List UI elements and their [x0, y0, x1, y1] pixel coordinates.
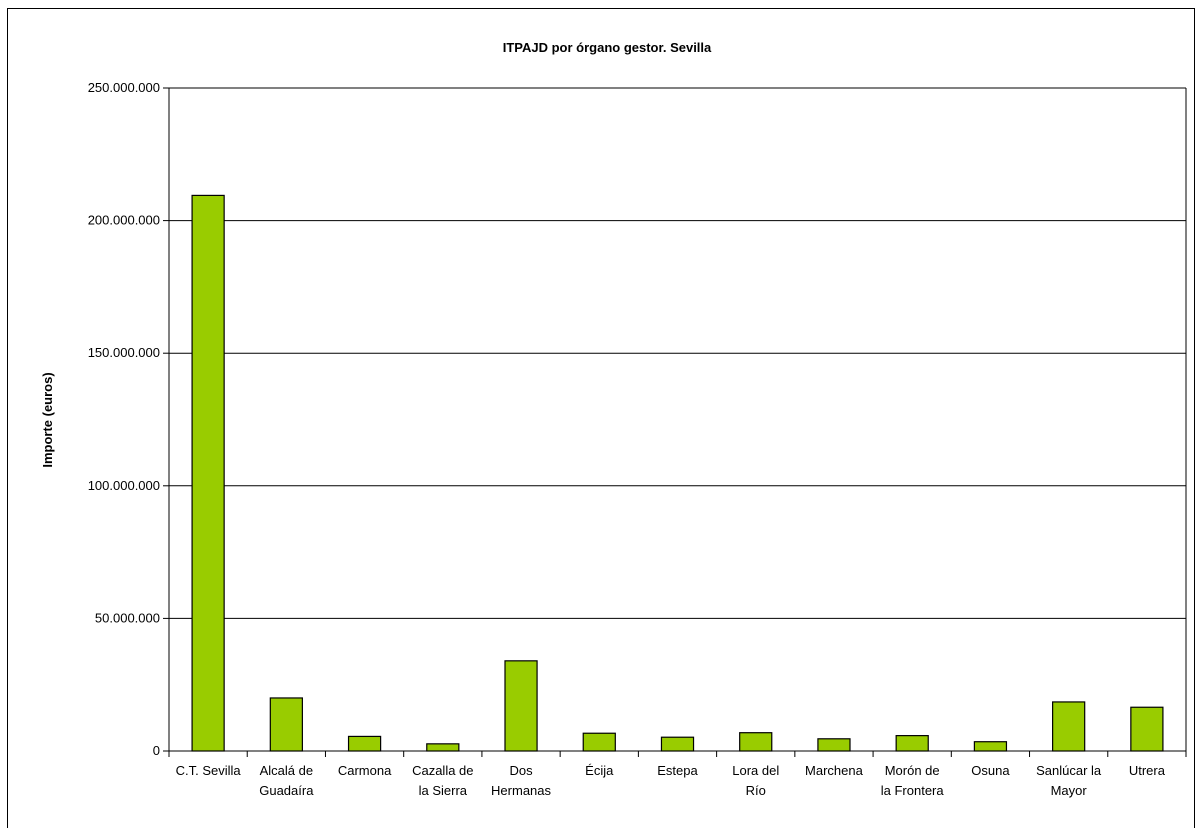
x-category-label-line: C.T. Sevilla — [176, 763, 242, 778]
bar — [504, 660, 538, 752]
bar — [739, 732, 773, 752]
x-category-label-line: Cazalla de — [412, 763, 473, 778]
bar — [191, 194, 225, 752]
bar — [347, 735, 382, 752]
x-category-label: Utrera — [1129, 763, 1166, 778]
bar — [269, 697, 303, 752]
x-category-label-line: Estepa — [657, 763, 698, 778]
chart-title: ITPAJD por órgano gestor. Sevilla — [503, 40, 712, 55]
bar — [660, 736, 695, 752]
x-category-label: Morón de la Frontera — [881, 763, 945, 798]
x-category-label: Écija — [585, 763, 614, 778]
x-category-label-line: Carmona — [338, 763, 392, 778]
x-category-label-line: la Frontera — [881, 783, 945, 798]
y-tick-label: 50.000.000 — [95, 610, 160, 625]
x-category-label: C.T. Sevilla — [176, 763, 242, 778]
x-category-label-line: Hermanas — [491, 783, 551, 798]
x-category-label-line: Guadaíra — [259, 783, 314, 798]
y-tick-labels: 0 50.000.000 100.000.000 150.000.000 200.000… — [88, 80, 160, 758]
x-category-label-line: Río — [746, 783, 766, 798]
x-category-label: Estepa — [657, 763, 698, 778]
bar — [817, 738, 851, 752]
y-tick-label: 0 — [153, 743, 160, 758]
bars — [191, 194, 1164, 752]
x-category-label-line: Morón de — [885, 763, 940, 778]
bar — [582, 732, 616, 752]
x-category-label-line: Alcalá de — [260, 763, 313, 778]
x-category-labels: C.T. Sevilla Alcalá de Guadaíra Carmona Caza… — [176, 763, 1166, 798]
gridlines — [169, 87, 1186, 619]
x-category-label: Carmona — [338, 763, 392, 778]
x-category-label: Sanlúcar la Mayor — [1036, 763, 1102, 798]
x-category-label: Dos Hermanas — [491, 763, 551, 798]
bar — [1052, 701, 1086, 752]
y-tick-label: 150.000.000 — [88, 345, 160, 360]
x-category-label-line: Écija — [585, 763, 614, 778]
bar — [426, 743, 460, 752]
x-category-label-line: Utrera — [1129, 763, 1166, 778]
x-category-label: Marchena — [805, 763, 864, 778]
x-category-label: Lora del Río — [732, 763, 779, 798]
bar — [895, 735, 929, 752]
x-category-label-line: Sanlúcar la — [1036, 763, 1102, 778]
axes — [163, 87, 1187, 757]
y-axis-title: Importe (euros) — [40, 372, 55, 467]
y-tick-label: 100.000.000 — [88, 478, 160, 493]
x-category-label-line: Lora del — [732, 763, 779, 778]
bar — [1130, 706, 1164, 752]
x-category-label-line: Mayor — [1051, 783, 1088, 798]
x-category-label: Osuna — [971, 763, 1010, 778]
bar — [973, 741, 1008, 752]
x-category-label: Alcalá de Guadaíra — [259, 763, 314, 798]
y-tick-label: 200.000.000 — [88, 213, 160, 228]
y-tick-label: 250.000.000 — [88, 80, 160, 95]
x-category-label-line: la Sierra — [419, 783, 468, 798]
x-category-label-line: Osuna — [971, 763, 1010, 778]
x-category-label: Cazalla de la Sierra — [412, 763, 473, 798]
x-category-label-line: Dos — [509, 763, 533, 778]
x-category-label-line: Marchena — [805, 763, 864, 778]
